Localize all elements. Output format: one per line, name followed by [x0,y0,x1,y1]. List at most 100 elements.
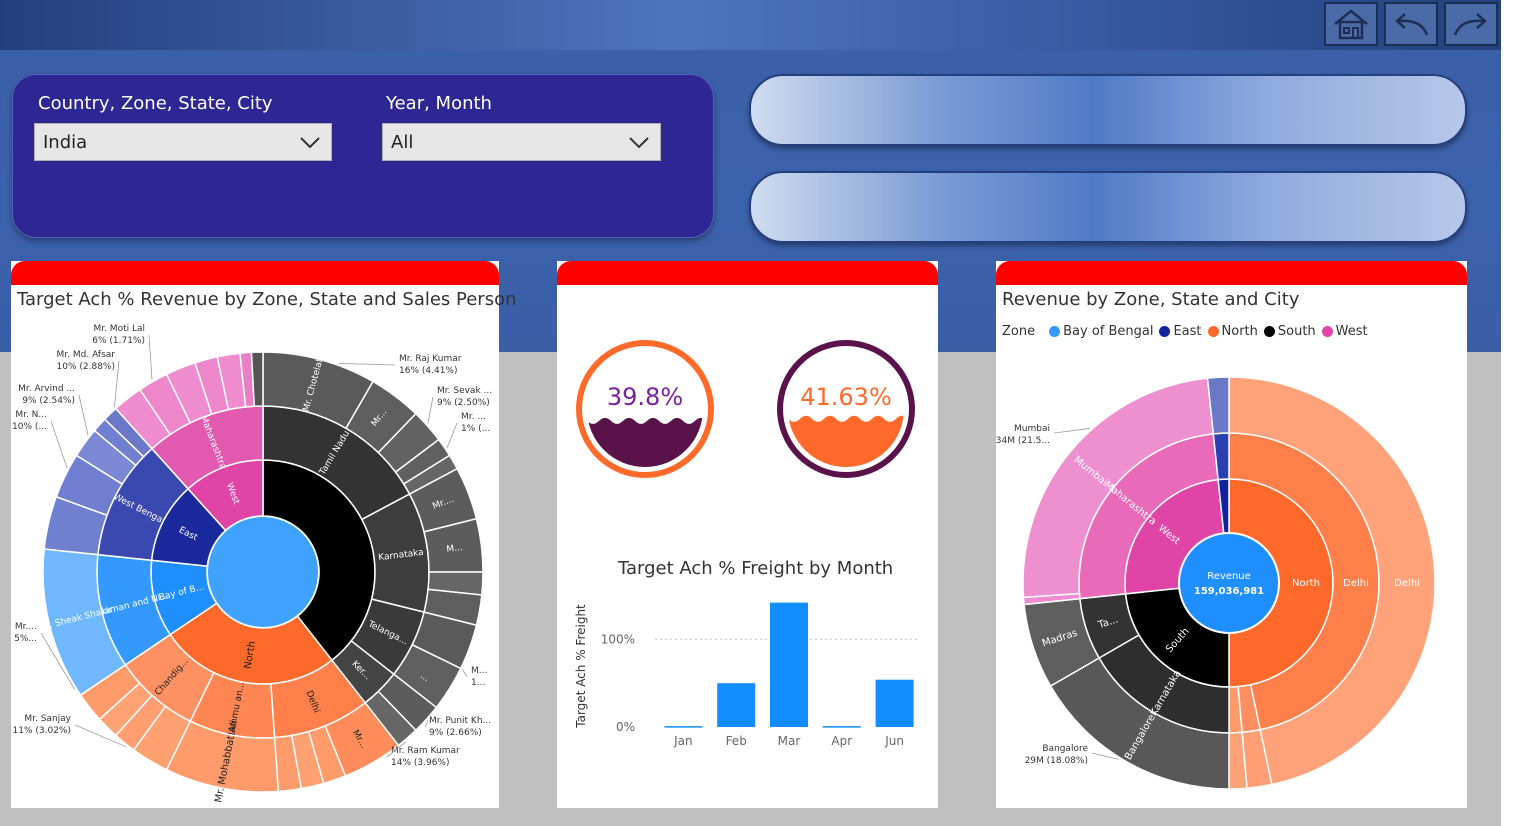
x-tick-label: Apr [831,734,852,748]
x-tick-label: Mar [778,734,801,748]
bar[interactable] [822,726,861,728]
legend-dot-icon [1263,326,1275,337]
legend-label: West [1335,324,1368,339]
sunburst-callout: M... 1... [471,666,487,688]
callout-line [114,360,120,408]
state-label-delhi: Delhi [1343,578,1369,589]
revenue-sunburst-card: Revenue by Zone, State and City Zone Bay… [996,261,1467,808]
sunburst-callout: Mr. Moti Lal 6% (1.71%) [92,324,145,346]
sunburst-callout: Mr. Sanjay 11% (3.02%) [13,714,72,736]
top-bar [0,0,1501,50]
sunburst-callout: Mr. Arvind ... 9% (2.54%) [18,384,75,406]
gauge-freight-card: 39.8% 41.63% Target Ach % Freight by Mont… [557,261,938,808]
back-arrow-icon [1395,13,1429,36]
city-segment[interactable] [1228,376,1436,786]
gauge-value: 41.63% [800,383,892,411]
callout-line [446,422,458,449]
date-filter-label: Year, Month [386,93,492,114]
legend-item[interactable]: South [1263,324,1316,339]
callout-line [50,420,68,468]
liquid-gauge: 39.8% [576,340,714,478]
x-tick-label: Feb [726,734,747,748]
card-header-bar [557,261,938,285]
sunburst-callout: Mr. N... 10% (... [12,410,47,432]
legend-dot-icon [1207,326,1219,337]
right-edge [1501,0,1516,826]
sunburst-callout: Mr. ... 1% (... [461,412,490,434]
bar[interactable] [664,726,703,728]
geo-filter-label: Country, Zone, State, City [38,93,273,114]
callout-line [78,394,89,436]
gauge-value: 39.8% [607,383,683,411]
liquid-gauge: 41.63% [777,340,915,478]
geo-filter-value: India [43,131,88,153]
chevron-down-icon [300,137,320,149]
back-button[interactable] [1384,2,1438,46]
legend-label: South [1277,324,1316,339]
bar[interactable] [875,679,914,727]
callout-line [1091,752,1119,760]
callout-line [148,334,153,380]
legend-label: North [1221,324,1258,339]
callout-line [386,741,406,758]
home-button[interactable] [1324,2,1378,46]
kpi-pill-1 [749,74,1467,146]
y-tick-label: 0% [616,720,635,734]
legend-item[interactable]: East [1159,324,1202,339]
geo-filter-dropdown[interactable]: India [34,123,332,161]
person-label: M... [446,543,463,555]
forward-button[interactable] [1444,2,1498,46]
revenue-sunburst-title: Revenue by Zone, State and City [1002,289,1300,310]
callout-line [1053,428,1090,434]
y-tick-label: 100% [601,632,635,646]
sunburst-callout: Mr. Md. Afsar 10% (2.88%) [57,350,116,372]
sunburst-callout: Mr. Ram Kumar 14% (3.96%) [391,746,460,768]
sunburst-sales-card: Target Ach % Revenue by Zone, State and … [11,261,517,808]
zone-label-north: North [1292,578,1320,589]
sunburst-callout: Mumbai 34M (21.5... [996,424,1050,446]
bar[interactable] [717,683,756,727]
callout-line [424,720,429,728]
card-header-bar [996,261,1467,285]
liquid-gauges: 39.8% 41.63% [576,340,915,478]
callout-line [338,362,396,366]
callout-line [462,669,468,678]
legend-item[interactable]: North [1207,324,1258,339]
bar[interactable] [770,602,808,727]
sunburst-callout: Bangalore 29M (18.08%) [1025,744,1089,766]
filter-panel: Country, Zone, State, City India Year, M… [12,74,714,238]
legend-dot-icon [1049,326,1061,337]
revenue-sunburst[interactable]: Revenue159,036,981NorthSouthWestDelhiKar… [996,347,1467,807]
legend-dot-icon [1159,326,1171,337]
sunburst-callout: Mr. Sevak ... 9% (2.50%) [437,386,492,408]
sunburst-callout: Mr. Raj Kumar 16% (4.41%) [399,354,462,376]
zone-legend: Zone Bay of Bengal East North South West [1002,324,1368,339]
date-filter-dropdown[interactable]: All [382,123,661,161]
x-tick-label: Jun [884,734,904,748]
legend-item[interactable]: Bay of Bengal [1049,324,1153,339]
kpi-pill-2 [749,171,1467,243]
sunburst-callout: Mr.... 5%... [14,622,37,644]
city-segment[interactable] [1206,376,1230,435]
card-header-bar [11,261,499,285]
city-label-delhi: Delhi [1394,578,1420,589]
forward-arrow-icon [1453,13,1487,36]
callout-line [40,632,76,690]
y-axis-title: Target Ach % Freight [574,604,588,729]
legend-item[interactable]: West [1321,324,1368,339]
callout-line [427,396,434,424]
date-filter-value: All [391,131,414,153]
zone-label-north: North [243,640,258,669]
legend-title: Zone [1002,324,1036,339]
sunburst-callout: Mr. Punit Kh... 9% (2.66%) [429,716,491,738]
freight-bar-chart[interactable]: 0% 100% Target Ach % Freight Jan Feb Mar Apr Ju… [557,586,938,806]
home-icon [1334,9,1368,40]
center-label: Revenue [1207,571,1251,582]
x-tick-label: Jan [673,734,693,748]
sunburst-center[interactable] [1178,532,1280,634]
sunburst-sales-title: Target Ach % Revenue by Zone, State and … [17,289,517,310]
person-segment[interactable] [250,351,264,408]
callout-line [74,724,127,748]
chevron-down-icon [629,137,649,149]
